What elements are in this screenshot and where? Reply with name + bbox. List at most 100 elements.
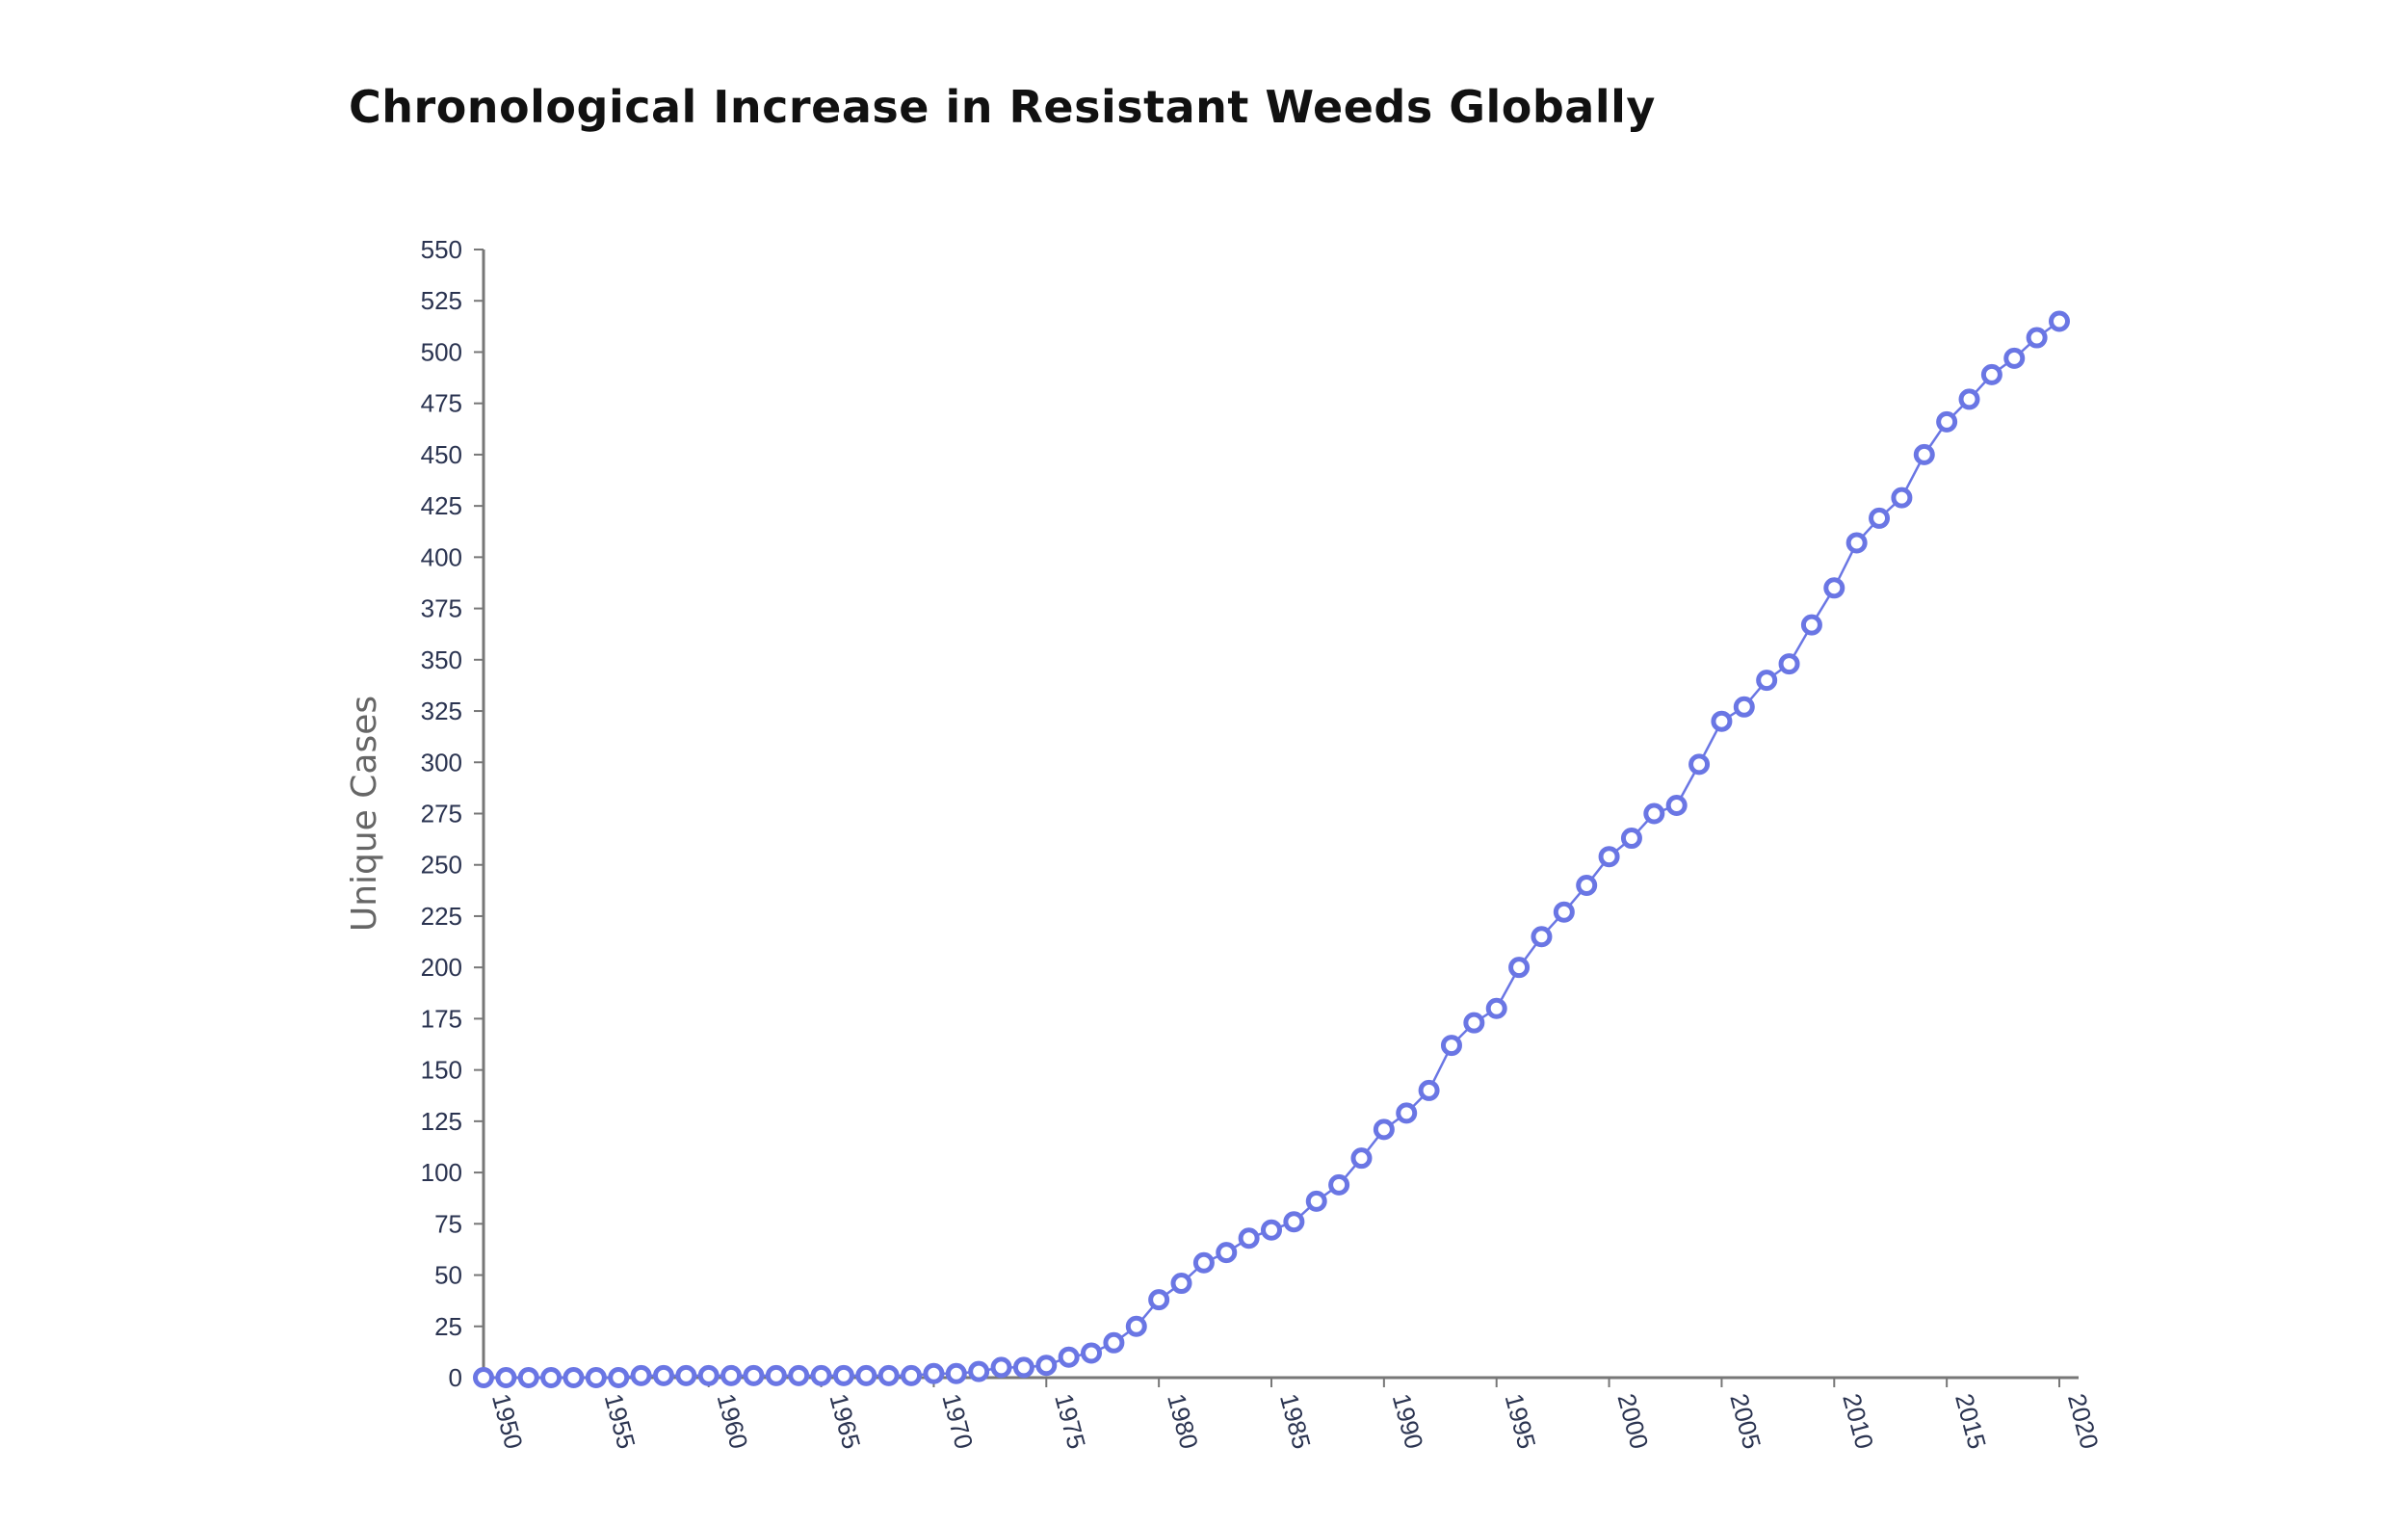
x-tick-label: 1985 (1274, 1390, 1317, 1452)
data-point[interactable] (788, 1364, 810, 1386)
data-point[interactable] (473, 1367, 494, 1388)
data-point[interactable] (2049, 310, 2070, 332)
data-point[interactable] (1869, 507, 1891, 529)
data-point[interactable] (1148, 1289, 1170, 1311)
data-point[interactable] (540, 1367, 563, 1388)
data-point[interactable] (1643, 802, 1665, 825)
y-tick-label: 550 (421, 235, 462, 264)
y-tick-label: 25 (434, 1312, 462, 1341)
data-point[interactable] (517, 1367, 539, 1388)
data-point[interactable] (1733, 696, 1755, 718)
y-axis-title: Unique Cases (345, 696, 384, 932)
data-point[interactable] (563, 1367, 585, 1388)
data-point[interactable] (1081, 1342, 1103, 1364)
y-tick-label: 75 (434, 1209, 462, 1238)
x-tick-label: 2005 (1724, 1390, 1767, 1452)
data-point[interactable] (1440, 1035, 1462, 1057)
x-tick-label: 2000 (1611, 1390, 1654, 1452)
data-point[interactable] (1688, 753, 1711, 776)
data-point[interactable] (901, 1364, 923, 1386)
series-line (484, 320, 2060, 1380)
x-tick-label: 1950 (486, 1390, 529, 1452)
y-tick-label: 500 (421, 337, 462, 366)
data-point[interactable] (1103, 1331, 1125, 1354)
data-point[interactable] (1958, 388, 1980, 410)
data-point[interactable] (810, 1364, 832, 1386)
data-point[interactable] (743, 1364, 765, 1386)
data-point[interactable] (1035, 1355, 1058, 1377)
y-tick-label: 250 (421, 851, 462, 880)
data-point[interactable] (877, 1364, 900, 1386)
data-point[interactable] (1598, 846, 1620, 868)
data-point[interactable] (1980, 363, 2002, 385)
y-tick-label: 125 (421, 1107, 462, 1136)
data-point[interactable] (1913, 443, 1935, 465)
data-point[interactable] (1936, 410, 1958, 433)
data-point[interactable] (1170, 1273, 1192, 1295)
data-point[interactable] (1350, 1147, 1373, 1170)
data-point[interactable] (1305, 1190, 1327, 1212)
data-point[interactable] (652, 1364, 674, 1386)
data-point[interactable] (1620, 828, 1642, 850)
data-point[interactable] (1283, 1211, 1305, 1233)
y-tick-label: 375 (421, 594, 462, 623)
y-tick-label: 100 (421, 1158, 462, 1187)
y-tick-label: 175 (421, 1004, 462, 1033)
data-point[interactable] (1891, 487, 1913, 509)
data-point[interactable] (1845, 532, 1868, 554)
data-point[interactable] (1756, 670, 1778, 692)
data-point[interactable] (855, 1364, 877, 1386)
data-point[interactable] (1463, 1012, 1485, 1034)
chart-title: Chronological Increase in Resistant Weed… (349, 81, 1656, 133)
data-point[interactable] (1373, 1118, 1395, 1141)
data-point[interactable] (1418, 1079, 1440, 1101)
data-point[interactable] (1192, 1251, 1215, 1274)
data-point[interactable] (1508, 957, 1531, 979)
data-point[interactable] (1576, 875, 1598, 897)
x-tick-label: 1990 (1387, 1390, 1429, 1452)
data-point[interactable] (990, 1356, 1012, 1379)
data-point[interactable] (1216, 1242, 1238, 1264)
data-point[interactable] (1531, 926, 1553, 948)
data-point[interactable] (1058, 1346, 1080, 1368)
data-point[interactable] (495, 1367, 517, 1388)
data-point[interactable] (1125, 1315, 1147, 1337)
data-point[interactable] (945, 1362, 967, 1384)
data-point[interactable] (608, 1367, 630, 1388)
data-point[interactable] (1553, 901, 1575, 923)
data-point[interactable] (697, 1364, 720, 1386)
data-point[interactable] (675, 1364, 697, 1386)
y-tick-label: 475 (421, 389, 462, 418)
data-point[interactable] (1823, 577, 1845, 599)
data-point[interactable] (1261, 1219, 1282, 1241)
x-tick-label: 1980 (1162, 1390, 1204, 1452)
data-point[interactable] (832, 1364, 854, 1386)
x-tick-label: 1960 (712, 1390, 754, 1452)
y-tick-label: 350 (421, 645, 462, 674)
data-point[interactable] (2026, 327, 2048, 349)
data-point[interactable] (1328, 1173, 1350, 1196)
data-point[interactable] (1396, 1102, 1418, 1124)
data-point[interactable] (1778, 653, 1800, 675)
data-point[interactable] (720, 1364, 743, 1386)
data-point[interactable] (1800, 614, 1822, 636)
data-point[interactable] (923, 1362, 945, 1384)
data-point[interactable] (2003, 347, 2026, 369)
y-tick-label: 150 (421, 1056, 462, 1085)
y-tick-label: 50 (434, 1261, 462, 1290)
y-tick-label: 325 (421, 697, 462, 725)
data-point[interactable] (630, 1364, 652, 1386)
y-tick-label: 425 (421, 491, 462, 520)
data-point[interactable] (1665, 794, 1688, 816)
data-point[interactable] (1012, 1356, 1034, 1379)
data-point[interactable] (765, 1364, 787, 1386)
data-point[interactable] (1485, 997, 1507, 1019)
x-tick-label: 1955 (599, 1390, 641, 1452)
x-tick-label: 2015 (1950, 1390, 1992, 1452)
data-point[interactable] (585, 1367, 607, 1388)
data-point[interactable] (1238, 1227, 1260, 1250)
data-point[interactable] (968, 1360, 990, 1382)
series-layer (473, 310, 2070, 1388)
data-point[interactable] (1711, 710, 1733, 732)
y-tick-label: 400 (421, 542, 462, 571)
